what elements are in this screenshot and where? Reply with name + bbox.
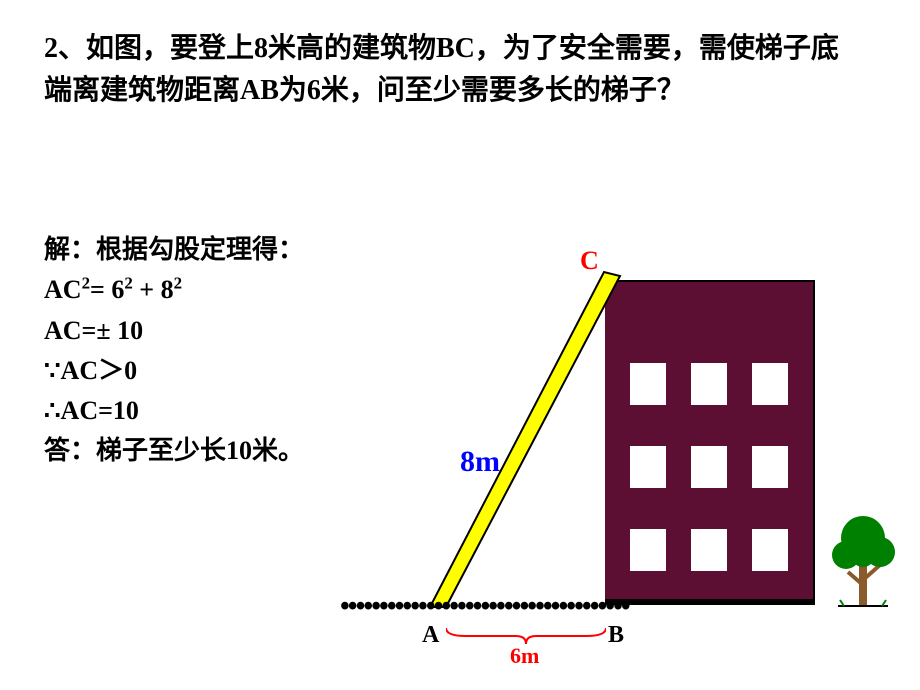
solution-line-3: AC=± 10	[44, 311, 304, 351]
solution-line-1: 解：根据勾股定理得：	[44, 230, 304, 270]
window	[630, 446, 666, 488]
window	[630, 529, 666, 571]
point-label-b: B	[608, 622, 624, 649]
base-label: 6m	[510, 643, 539, 669]
window	[752, 363, 788, 405]
window	[752, 529, 788, 571]
height-label: 8m	[460, 445, 500, 479]
solution-equation-1: AC2= 62 + 82	[44, 270, 304, 310]
window	[691, 363, 727, 405]
solution-line-6: 答：梯子至少长10米。	[44, 431, 304, 471]
window	[691, 446, 727, 488]
point-label-c: C	[580, 246, 599, 276]
tree-icon	[828, 510, 898, 610]
problem-statement: 2、如图，要登上8米高的建筑物BC，为了安全需要，需使梯子底端离建筑物距离AB为…	[44, 28, 864, 112]
building	[605, 280, 815, 605]
ground-line: •••••••••••••••••••••••••••••••••••••	[340, 607, 900, 617]
building-windows	[605, 342, 813, 592]
window	[752, 446, 788, 488]
ladder	[430, 272, 630, 607]
window	[691, 529, 727, 571]
window	[630, 363, 666, 405]
geometry-diagram: ••••••••••••••••••••••••••••••••••••• C …	[390, 250, 910, 670]
point-label-a: A	[422, 622, 439, 649]
base-brace	[446, 628, 606, 644]
solution-line-4: ∵AC＞0	[44, 351, 304, 391]
solution-line-5: ∴AC=10	[44, 391, 304, 431]
solution-block: 解：根据勾股定理得： AC2= 62 + 82 AC=± 10 ∵AC＞0 ∴A…	[44, 230, 304, 472]
